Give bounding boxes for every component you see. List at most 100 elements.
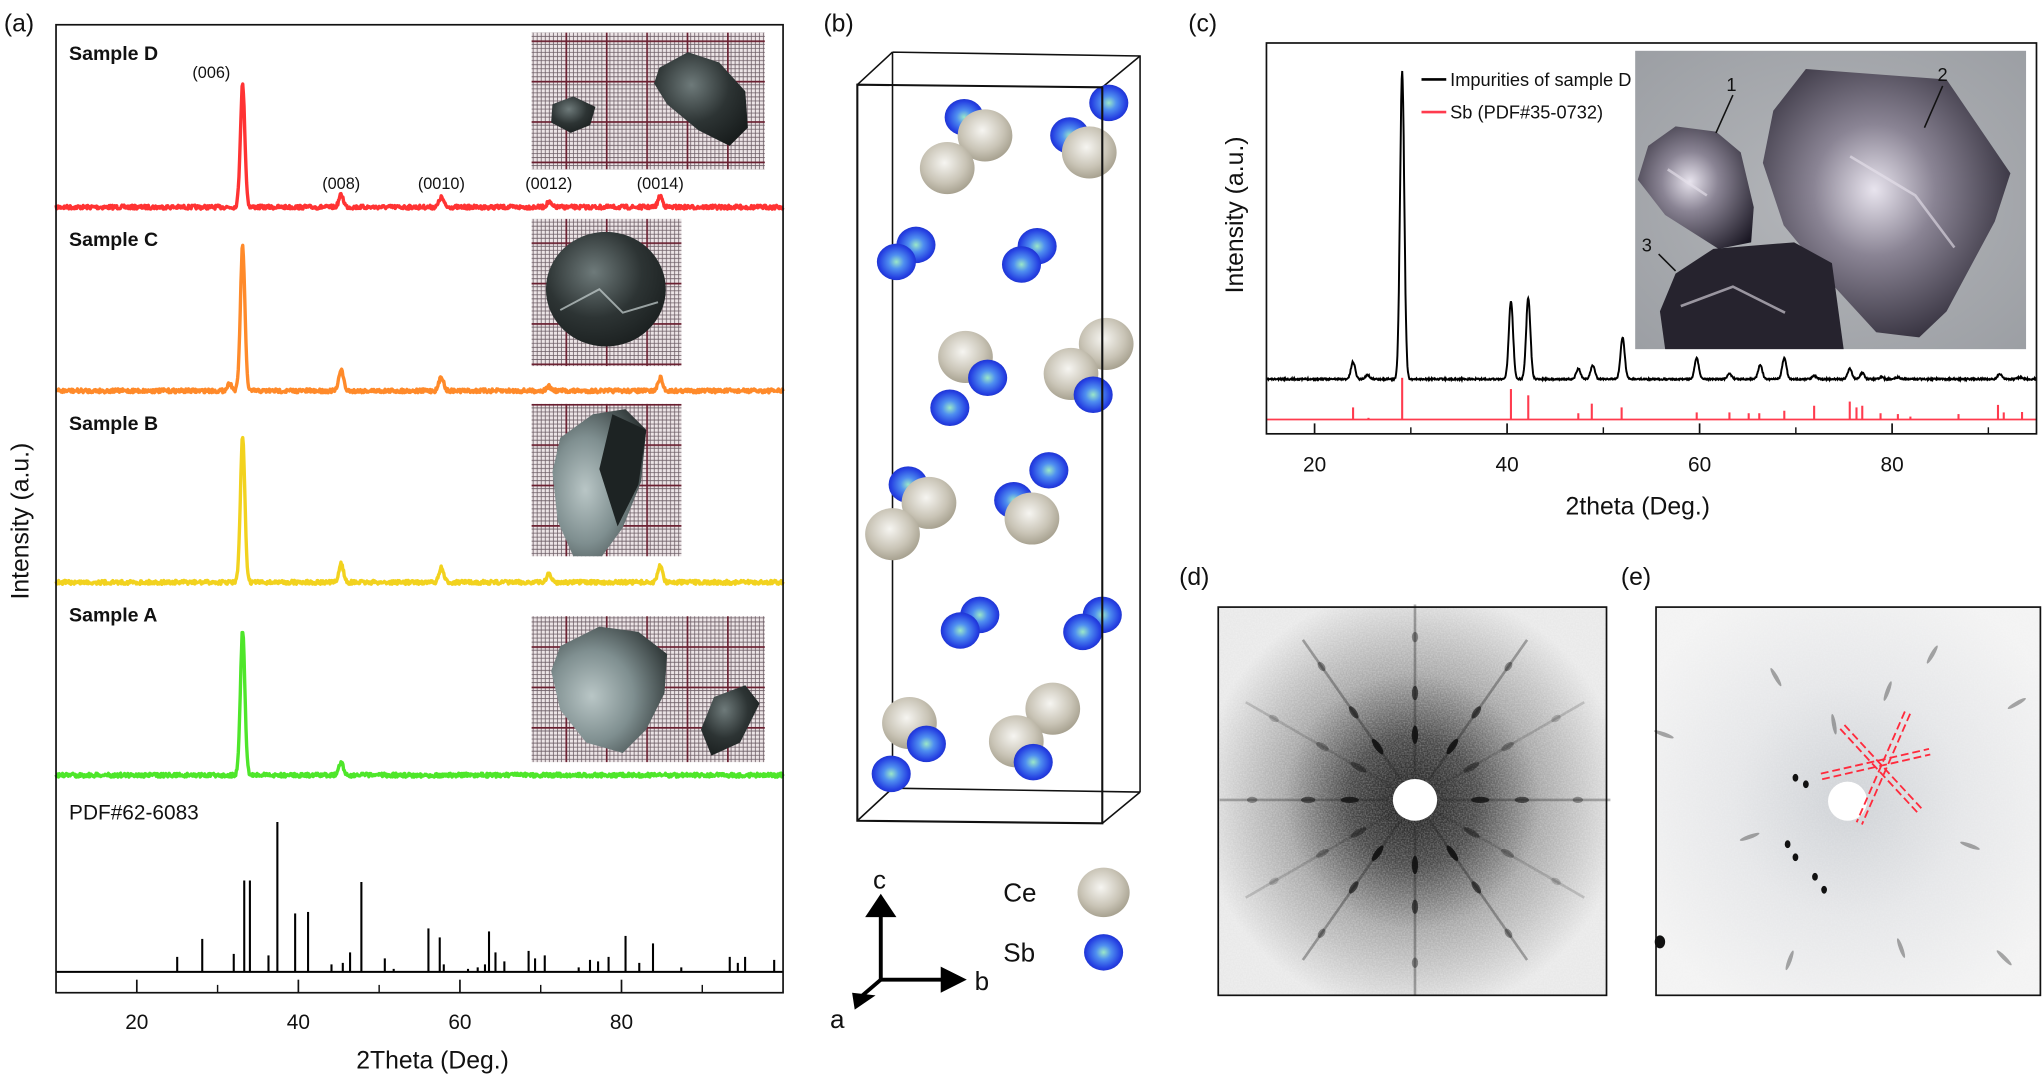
laue-spots-e (1654, 645, 2026, 971)
laue-spot (1802, 780, 1809, 789)
xrd-panel-c: 1 2 3 Impurities of sample D Sb (PDF#35-… (1222, 42, 2038, 521)
sb-atom (1063, 613, 1103, 651)
laue-spot (1471, 796, 1490, 804)
series-label-sample-b: Sample B (69, 413, 158, 435)
x-tick-label: 20 (1303, 454, 1326, 477)
peak-labels: (006) (008) (0010) (0012) (0014) (192, 64, 683, 193)
ce-atom (1078, 317, 1134, 370)
sb-atom (1029, 452, 1069, 489)
photo-sample-b (531, 403, 682, 557)
arrow-c-icon (865, 893, 897, 918)
laue-streak (1245, 701, 1394, 789)
axis-label-c: c (873, 864, 886, 894)
laue-spot (1551, 877, 1561, 886)
sb-atom (1089, 84, 1129, 122)
laue-spot (1316, 741, 1329, 751)
x-axis-c: 20 40 60 80 (1303, 423, 1990, 477)
panel-label-d: (d) (1179, 564, 1209, 591)
laue-streak (1896, 938, 1906, 958)
sb-atom (940, 612, 980, 649)
laue-spot (1792, 773, 1799, 782)
panel-label-e: (e) (1621, 564, 1651, 591)
xrd-trace-impurities (1265, 70, 2038, 384)
laue-spot (1300, 796, 1316, 804)
laue-spot (1411, 899, 1419, 914)
series-label-sample-d: Sample D (69, 43, 158, 65)
laue-spot (1340, 796, 1359, 804)
y-axis-title-c: Intensity (a.u.) (1222, 137, 1249, 294)
ce-atom (1025, 682, 1081, 735)
sb-atom (876, 243, 916, 281)
laue-spot (1269, 877, 1279, 886)
photo-label-1: 1 (1726, 74, 1736, 95)
atoms (865, 84, 1134, 793)
laue-streak (1960, 841, 1980, 850)
laue-spot (1504, 928, 1513, 938)
laue-spot (1317, 928, 1326, 938)
photo-sample-d (531, 32, 765, 170)
laue-streak (2007, 697, 2026, 710)
laue-streak (1739, 832, 1760, 841)
laue-spot (1446, 738, 1459, 755)
xrd-trace-sample-b (54, 435, 785, 586)
photo-label-3: 3 (1642, 234, 1652, 255)
peak-label-008: (008) (322, 175, 360, 193)
laue-spot (1371, 845, 1384, 861)
sb-atom (906, 725, 946, 763)
laue-spot (1821, 885, 1827, 894)
laue-spot (1411, 725, 1419, 744)
laue-streak (1926, 645, 1938, 664)
laue-spot (1371, 738, 1384, 755)
axis-label-a: a (830, 1004, 845, 1034)
ce-atom (865, 508, 920, 561)
laue-spot (1551, 714, 1561, 723)
symmetry-dashed-line (1843, 724, 1924, 811)
laue-pattern-d (1217, 604, 1611, 997)
xrd-traces-c (1265, 70, 2038, 421)
laue-spot (1411, 855, 1419, 875)
laue-streak (1436, 811, 1585, 899)
laue-spot (1463, 827, 1480, 838)
crystal-structure-panel: c b a Ce Sb (830, 51, 1141, 1034)
symmetry-dashed-line (1839, 728, 1920, 815)
laue-spot (1246, 796, 1258, 804)
x-tick-label: 20 (125, 1011, 148, 1034)
x-tick-label: 60 (448, 1011, 471, 1034)
arrow-a-icon (852, 992, 876, 1010)
symmetry-dashed-line (1855, 711, 1906, 823)
laue-streak (1883, 681, 1892, 701)
x-axis-title-c: 2theta (Deg.) (1566, 494, 1710, 521)
sb-atom (1001, 246, 1042, 283)
ce-atom (919, 142, 975, 195)
xrd-panel-a: Sample D Sample C Sample B Sample A PDF#… (8, 23, 785, 1074)
laue-spot (1812, 872, 1818, 881)
laue-spot (1350, 827, 1367, 838)
series-label-sample-c: Sample C (69, 229, 158, 251)
unit-cell-front (856, 83, 1104, 825)
photo-sample-a (531, 616, 765, 763)
laue-streak (1831, 713, 1837, 735)
sb-atom (968, 359, 1008, 397)
x-tick-label: 80 (610, 1011, 633, 1034)
y-axis-title-a: Intensity (a.u.) (8, 443, 35, 600)
laue-streak (1785, 950, 1794, 971)
symmetry-dashed-line (1861, 713, 1911, 825)
ce-atom (957, 109, 1013, 162)
xrd-trace-sample-d (54, 82, 785, 211)
x-axis-a: 20 40 60 80 (125, 979, 703, 1034)
series-label-sample-a: Sample A (69, 604, 157, 626)
reference-pattern-sticks (56, 822, 784, 973)
plot-frame-a (55, 23, 784, 994)
legend-label-impurities: Impurities of sample D (1450, 69, 1631, 90)
xrd-trace-sample-a (54, 630, 785, 779)
laue-streak (1770, 668, 1782, 687)
legend-label-sb: Sb (PDF#35-0732) (1450, 102, 1603, 123)
x-axis-title-a: 2Theta (Deg.) (356, 1047, 509, 1074)
laue-spot (1784, 840, 1791, 849)
peak-label-0012: (0012) (525, 175, 572, 193)
laue-spot (1572, 796, 1584, 804)
central-beam-spot-e (1828, 781, 1868, 821)
impurity-photo: 1 2 3 (1635, 50, 2027, 350)
sample-photos (531, 32, 765, 763)
central-beam-spot-d (1392, 779, 1438, 821)
